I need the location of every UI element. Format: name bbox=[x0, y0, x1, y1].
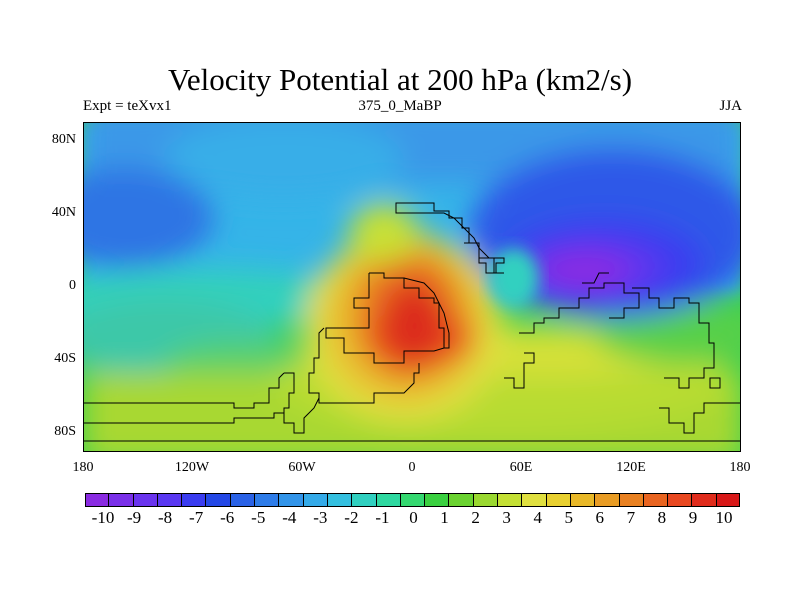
chart-title: Velocity Potential at 200 hPa (km2/s) bbox=[167, 62, 633, 97]
colorbar-swatch bbox=[156, 493, 182, 507]
colorbar-swatch bbox=[545, 493, 570, 507]
lon-label: 120E bbox=[616, 460, 646, 475]
coastlines bbox=[84, 202, 740, 442]
lon-label: 60E bbox=[509, 460, 533, 475]
colorbar-swatch bbox=[691, 493, 716, 507]
colorbar-swatch bbox=[351, 493, 376, 507]
lon-label: 120W bbox=[174, 460, 210, 475]
colorbar-swatch bbox=[642, 493, 668, 507]
colorbar-swatch bbox=[424, 493, 449, 507]
colorbar-swatch bbox=[254, 493, 279, 507]
colorbar-swatch bbox=[399, 493, 425, 507]
colorbar-swatch bbox=[497, 493, 522, 507]
colorbar-tick-label: 10 bbox=[715, 508, 733, 527]
colorbar-tick-label: 0 bbox=[409, 508, 418, 527]
colorbar-swatch bbox=[472, 493, 498, 507]
lat-label: 40N bbox=[51, 205, 76, 220]
colorbar-tick-label: 3 bbox=[502, 508, 511, 527]
colorbar-swatch bbox=[278, 493, 303, 507]
colorbar-tick-label: -6 bbox=[220, 508, 235, 527]
colorbar-tick-label: -7 bbox=[189, 508, 204, 527]
colorbar-tick-label: 9 bbox=[688, 508, 698, 527]
velocity-potential-field bbox=[84, 123, 740, 451]
colorbar-swatch bbox=[569, 493, 595, 507]
colorbar-swatch bbox=[715, 493, 741, 507]
colorbar-swatch bbox=[108, 493, 133, 507]
season-label: JJA bbox=[719, 98, 742, 114]
colorbar-tick-label: -9 bbox=[126, 508, 142, 527]
lon-label: 180 bbox=[72, 460, 94, 475]
colorbar-swatch bbox=[667, 493, 692, 507]
colorbar-swatch bbox=[302, 493, 327, 507]
colorbar bbox=[85, 493, 741, 507]
lat-label: 80S bbox=[54, 424, 76, 439]
colorbar-swatch bbox=[618, 493, 643, 507]
colorbar-tick-label: -8 bbox=[158, 508, 173, 527]
colorbar-swatch bbox=[132, 493, 157, 507]
colorbar-tick-label: -2 bbox=[344, 508, 359, 527]
lat-label: 80N bbox=[51, 132, 76, 147]
colorbar-swatch bbox=[229, 493, 255, 507]
colorbar-swatch bbox=[181, 493, 206, 507]
colorbar-swatch bbox=[594, 493, 619, 507]
colorbar-tick-label: 1 bbox=[440, 508, 449, 527]
lat-label: 40S bbox=[54, 351, 76, 366]
colorbar-tick-label: 8 bbox=[657, 508, 667, 527]
colorbar-tick-label: 5 bbox=[564, 508, 574, 527]
lon-label: 0 bbox=[408, 460, 416, 475]
time-label: 375_0_MaBP bbox=[358, 98, 442, 114]
colorbar-tick-label: -10 bbox=[91, 508, 115, 527]
colorbar-tick-label: 7 bbox=[626, 508, 636, 527]
colorbar-swatch bbox=[521, 493, 546, 507]
map-panel bbox=[83, 122, 741, 452]
colorbar-tick-label: 2 bbox=[471, 508, 480, 527]
lon-label: 180 bbox=[729, 460, 751, 475]
colorbar-tick-label: 6 bbox=[595, 508, 605, 527]
colorbar-swatch bbox=[205, 493, 230, 507]
lat-label: 0 bbox=[69, 278, 76, 293]
colorbar-swatch bbox=[375, 493, 400, 507]
colorbar-swatch bbox=[448, 493, 473, 507]
colorbar-tick-label: 4 bbox=[533, 508, 542, 527]
colorbar-tick-label: -1 bbox=[375, 508, 390, 527]
colorbar-tick-label: -5 bbox=[251, 508, 266, 527]
lon-label: 60W bbox=[288, 460, 316, 475]
colorbar-swatch bbox=[326, 493, 352, 507]
colorbar-tick-label: -3 bbox=[313, 508, 328, 527]
experiment-label: Expt = teXvx1 bbox=[83, 98, 172, 114]
colorbar-tick-label: -4 bbox=[282, 508, 297, 527]
colorbar-swatch bbox=[85, 493, 109, 507]
